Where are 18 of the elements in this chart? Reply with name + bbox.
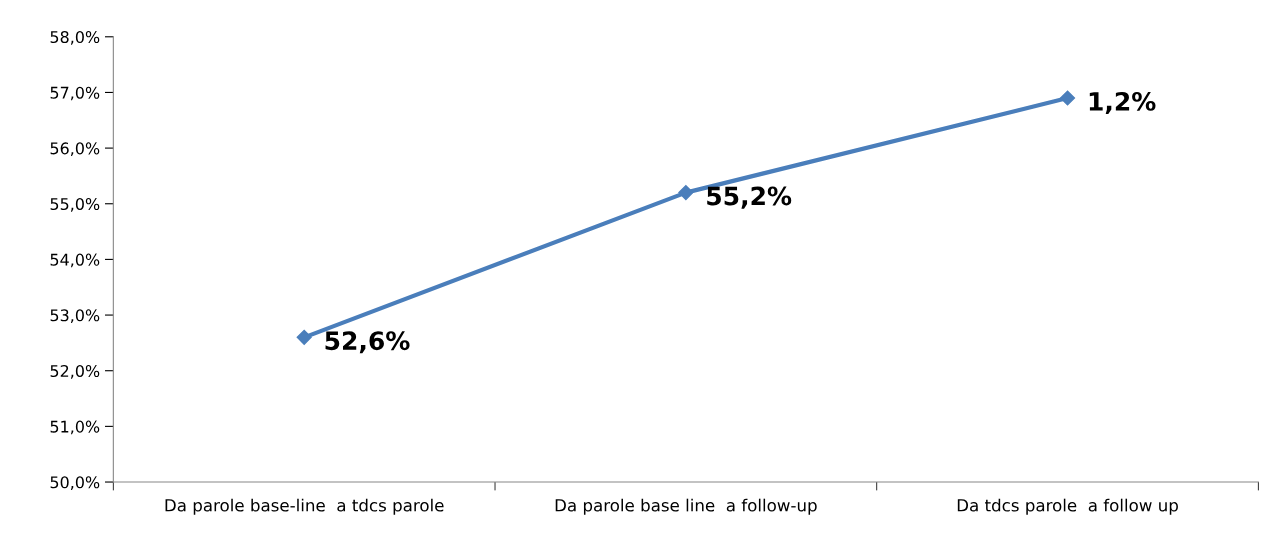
x-tick-label: Da tdcs parole a follow up	[957, 498, 1178, 515]
y-tick-label: 56,0%	[50, 142, 100, 157]
data-label: 52,6%	[325, 331, 410, 354]
y-tick-label: 51,0%	[50, 420, 100, 435]
y-tick-label: 57,0%	[50, 86, 100, 101]
data-label: 55,2%	[707, 186, 792, 209]
y-tick-label: 53,0%	[50, 309, 100, 323]
point	[296, 329, 312, 345]
annotation: 1,2%	[1089, 91, 1156, 115]
point	[1059, 90, 1076, 106]
x-tick-label: Da parole base-line a tdcs parole	[165, 498, 444, 515]
x-tick-label: Da parole base line a follow-up	[555, 498, 817, 515]
y-tick-label: 58,0%	[50, 31, 100, 45]
y-tick-label: 52,0%	[50, 364, 100, 379]
point	[678, 185, 694, 201]
y-tick-label: 55,0%	[50, 197, 100, 212]
y-tick-label: 50,0%	[50, 476, 100, 490]
y-tick-label: 54,0%	[50, 253, 100, 268]
